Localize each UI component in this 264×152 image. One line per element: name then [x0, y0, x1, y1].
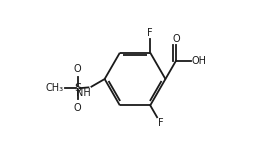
Text: O: O	[74, 64, 82, 74]
Text: S: S	[74, 83, 81, 93]
Text: F: F	[158, 118, 164, 128]
Text: CH₃: CH₃	[45, 83, 64, 93]
Text: O: O	[74, 103, 82, 113]
Text: OH: OH	[192, 56, 207, 66]
Text: F: F	[147, 28, 153, 38]
Text: NH: NH	[76, 88, 91, 98]
Text: O: O	[172, 34, 180, 44]
